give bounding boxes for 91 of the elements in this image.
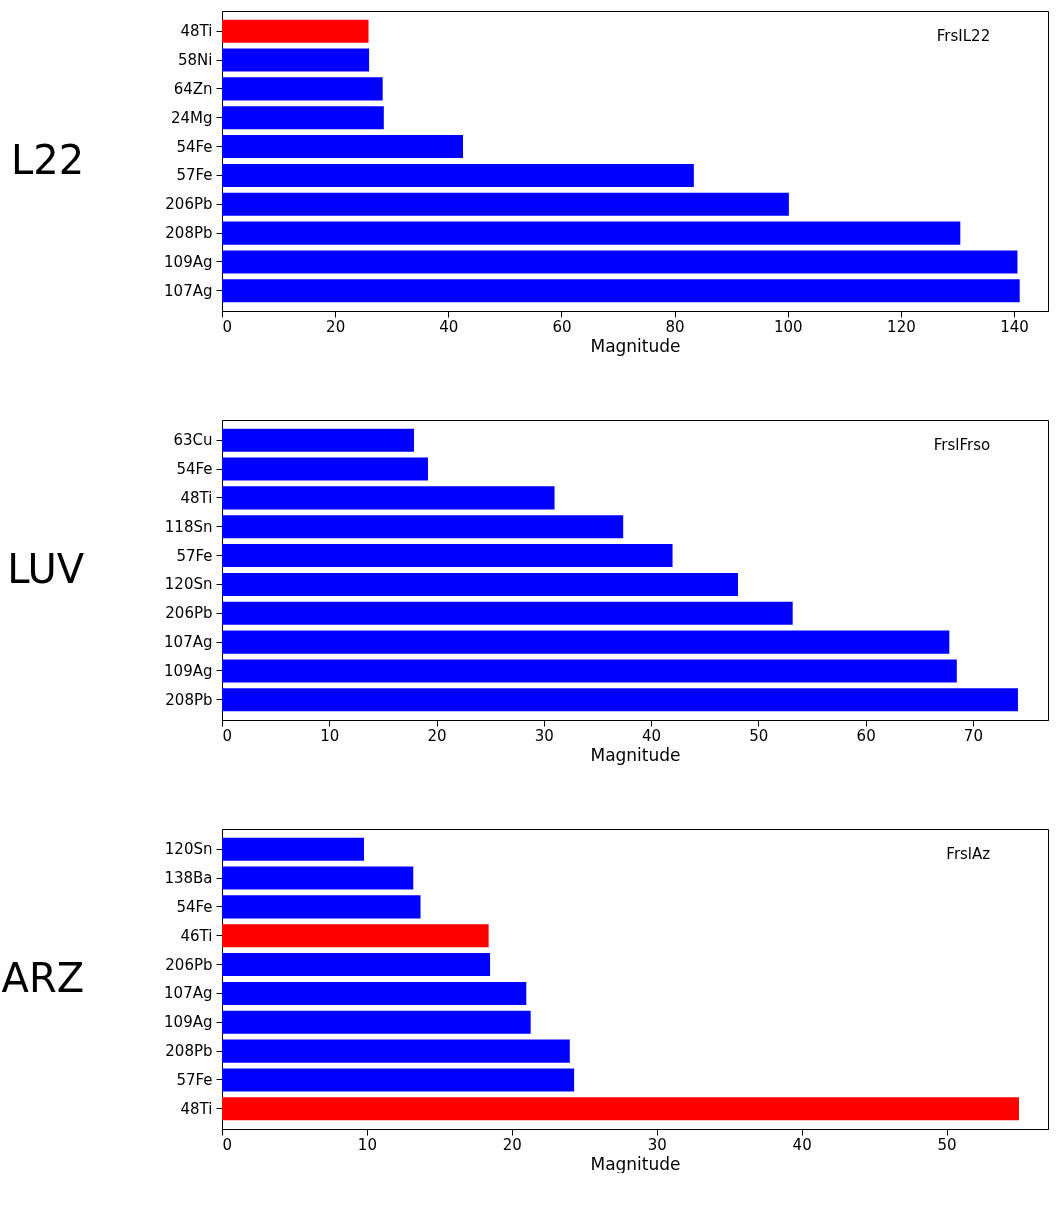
x-tick-label: 100 — [773, 317, 803, 336]
y-tick-label: 57Fe — [176, 546, 213, 565]
y-tick-label: 54Fe — [176, 460, 213, 479]
y-tick-label: 206Pb — [165, 195, 213, 214]
y-tick-label: 208Pb — [165, 224, 213, 243]
bar — [222, 250, 1018, 274]
bar — [222, 428, 415, 452]
x-axis-title: Magnitude — [590, 1153, 681, 1174]
y-tick-label: 107Ag — [164, 633, 213, 652]
y-tick-label: 107Ag — [164, 281, 213, 300]
x-tick-label: 60 — [552, 317, 572, 336]
bar — [222, 1068, 575, 1092]
x-tick-label: 0 — [222, 1135, 233, 1154]
bar — [222, 866, 414, 890]
y-tick-label: 57Fe — [176, 166, 213, 185]
y-tick-label: 46Ti — [180, 926, 213, 945]
bar — [222, 837, 365, 861]
y-tick-label: 120Sn — [164, 840, 213, 859]
x-tick-label: 70 — [963, 726, 983, 745]
bar — [222, 924, 489, 948]
bar — [222, 135, 464, 159]
bar — [222, 688, 1018, 712]
y-tick-label: 24Mg — [170, 108, 213, 127]
x-tick-label: 40 — [792, 1135, 812, 1154]
y-tick-label: 63Cu — [173, 431, 213, 450]
bar — [222, 48, 370, 72]
y-tick-label: 118Sn — [164, 517, 213, 536]
bar — [222, 106, 384, 130]
bar — [222, 163, 694, 187]
bar — [222, 279, 1020, 303]
bar — [222, 192, 789, 216]
bar — [222, 221, 961, 245]
bar — [222, 486, 555, 510]
x-tick-label: 60 — [856, 726, 876, 745]
y-axis-title: LUV — [7, 545, 85, 592]
bar — [222, 953, 491, 977]
y-tick-label: 109Ag — [164, 252, 213, 271]
x-axis-title: Magnitude — [590, 744, 681, 765]
bar — [222, 895, 421, 919]
y-tick-label: 48Ti — [180, 22, 213, 41]
annotation: FrslAz — [946, 845, 991, 863]
x-tick-label: 0 — [222, 317, 233, 336]
y-tick-label: 206Pb — [165, 955, 213, 974]
y-tick-label: 109Ag — [164, 1013, 213, 1032]
x-tick-label: 40 — [642, 726, 662, 745]
x-tick-label: 50 — [937, 1135, 957, 1154]
x-axis-title: Magnitude — [590, 335, 681, 356]
y-tick-label: 107Ag — [164, 984, 213, 1003]
bar — [222, 1039, 570, 1063]
x-tick-label: 40 — [439, 317, 459, 336]
bar — [222, 981, 527, 1005]
x-tick-label: 120 — [887, 317, 916, 336]
bar — [222, 659, 957, 683]
x-tick-label: 30 — [534, 726, 554, 745]
x-tick-label: 20 — [326, 317, 346, 336]
x-tick-label: 20 — [502, 1135, 522, 1154]
x-tick-label: 30 — [647, 1135, 667, 1154]
annotation: FrslFrso — [933, 436, 991, 454]
y-tick-label: 57Fe — [176, 1070, 213, 1089]
bar — [222, 630, 950, 654]
x-tick-label: 0 — [222, 726, 233, 745]
bar — [222, 19, 369, 43]
bar — [222, 515, 624, 539]
x-tick-label: 10 — [320, 726, 340, 745]
bar — [222, 601, 793, 625]
x-tick-label: 20 — [427, 726, 447, 745]
y-tick-label: 54Fe — [176, 897, 213, 916]
y-tick-label: 206Pb — [165, 604, 213, 623]
x-tick-label: 140 — [1000, 317, 1029, 336]
y-tick-label: 54Fe — [176, 137, 213, 156]
bar — [222, 1010, 531, 1034]
y-tick-label: 64Zn — [173, 79, 213, 98]
x-tick-label: 80 — [665, 317, 685, 336]
y-axis-title: ARZ — [1, 954, 85, 1001]
x-tick-label: 50 — [749, 726, 769, 745]
y-tick-label: 138Ba — [164, 869, 213, 888]
y-tick-label: 48Ti — [180, 488, 213, 507]
y-tick-label: 109Ag — [164, 661, 213, 680]
y-tick-label: 120Sn — [164, 575, 213, 594]
y-tick-label: 48Ti — [180, 1099, 213, 1118]
y-tick-label: 208Pb — [165, 690, 213, 709]
annotation: FrsIL22 — [936, 27, 991, 45]
y-tick-label: 208Pb — [165, 1042, 213, 1061]
bar — [222, 1097, 1020, 1121]
bar — [222, 457, 428, 481]
bar — [222, 544, 673, 568]
x-tick-label: 10 — [357, 1135, 377, 1154]
bar — [222, 572, 738, 596]
y-tick-label: 58Ni — [178, 51, 213, 70]
bar — [222, 77, 383, 101]
y-axis-title: L22 — [10, 136, 85, 183]
